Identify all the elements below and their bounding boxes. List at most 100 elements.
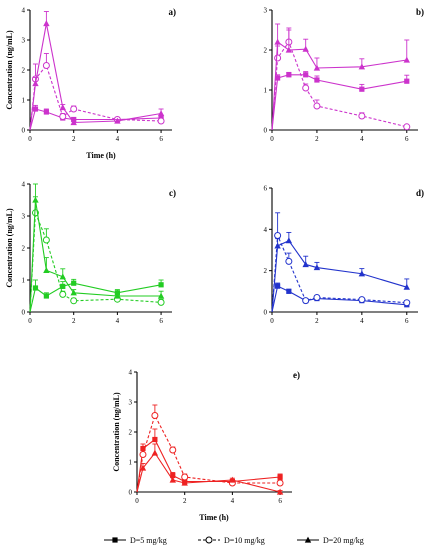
data-point [302, 297, 310, 305]
legend-label: D=10 mg/kg [224, 536, 265, 545]
y-axis-title: Concentration (ng/mL) [5, 30, 14, 110]
series-line [271, 40, 407, 131]
data-point [276, 479, 284, 487]
y-tick-label: 0 [264, 309, 268, 317]
data-point [59, 290, 67, 298]
y-tick-label: 1 [129, 459, 133, 467]
x-tick-label: 4 [231, 497, 235, 505]
legend-item: D=10 mg/kg [198, 536, 265, 545]
data-point [286, 72, 292, 78]
data-point [32, 196, 39, 203]
data-point [169, 446, 177, 454]
data-point [70, 297, 78, 305]
series-1 [29, 278, 164, 313]
data-point [403, 56, 410, 63]
data-point [158, 282, 164, 288]
y-tick-label: 4 [22, 181, 26, 189]
data-point [275, 75, 281, 81]
legend-item: D=5 mg/kg [104, 536, 167, 545]
data-point [151, 449, 159, 456]
series-1 [136, 428, 283, 493]
legend-label: D=5 mg/kg [130, 536, 167, 545]
legend-marker [112, 537, 118, 543]
x-tick-label: 2 [72, 135, 76, 143]
series-line [136, 438, 281, 493]
x-tick-label: 2 [183, 497, 187, 505]
x-tick-label: 2 [315, 317, 319, 325]
data-point [313, 64, 321, 71]
data-point [170, 472, 176, 479]
data-point [313, 264, 321, 271]
x-tick-label: 6 [159, 317, 163, 325]
series-3 [136, 443, 284, 495]
data-point [358, 112, 366, 120]
data-point [59, 104, 66, 111]
y-tick-label: 1 [22, 277, 26, 285]
y-tick-label: 3 [22, 213, 26, 221]
x-tick-label: 0 [28, 135, 32, 143]
x-tick-label: 0 [270, 317, 274, 325]
data-point [70, 119, 77, 126]
series-3 [29, 11, 165, 131]
x-tick-label: 6 [405, 135, 409, 143]
panel-label: a) [169, 7, 177, 17]
data-point [71, 280, 77, 286]
series-line [29, 64, 162, 131]
data-point [275, 283, 281, 289]
series-2 [271, 212, 411, 313]
data-point [139, 451, 147, 458]
data-point [314, 77, 320, 83]
x-tick-label: 0 [270, 135, 274, 143]
data-point [42, 236, 50, 244]
data-point [139, 464, 147, 471]
panel-label: d) [416, 188, 424, 198]
series-3 [271, 23, 410, 131]
data-point [313, 102, 321, 110]
series-line [29, 212, 162, 313]
x-tick-label: 6 [405, 317, 409, 325]
series-line [136, 452, 281, 493]
series-line [29, 282, 162, 313]
y-tick-label: 1 [22, 97, 26, 105]
series-2 [136, 404, 284, 493]
series-1 [271, 282, 410, 313]
panel-a: 0 1 2 3 4 0 2 4 6 Concentration (ng/mL) Time (h) a) [5, 7, 176, 161]
y-tick-label: 0 [264, 127, 268, 135]
series-3 [29, 183, 165, 313]
legend: D=5 mg/kg D=10 mg/kg D=20 mg/kg [104, 536, 364, 545]
series-line [29, 108, 162, 131]
x-axis-title: Time (h) [86, 151, 116, 160]
data-point [181, 479, 188, 486]
x-tick-label: 4 [116, 317, 120, 325]
data-point [313, 294, 321, 302]
y-tick-label: 6 [264, 185, 268, 193]
y-tick-label: 2 [264, 267, 268, 275]
series-line [271, 74, 407, 131]
data-point [276, 488, 284, 495]
x-tick-label: 4 [116, 135, 120, 143]
data-point [285, 257, 293, 265]
panel-c: 0 1 2 3 4 0 2 4 6 Concentration (ng/mL) c) [5, 181, 176, 326]
data-point [151, 412, 159, 419]
series-3 [271, 231, 410, 313]
panel-label: b) [416, 7, 424, 17]
legend-marker [304, 536, 312, 543]
y-tick-label: 4 [129, 369, 133, 377]
data-point [358, 270, 366, 277]
data-point [169, 476, 176, 483]
data-point [274, 38, 281, 45]
data-point [403, 299, 411, 307]
data-point [274, 242, 281, 249]
legend-item: D=20 mg/kg [297, 536, 364, 545]
data-point [114, 117, 121, 124]
data-point [404, 78, 410, 84]
data-point [43, 109, 49, 115]
y-tick-label: 3 [264, 7, 268, 15]
panel-d: 0 2 4 6 0 2 4 6 d) [264, 185, 425, 326]
data-point [274, 54, 282, 62]
panel-label: e) [293, 370, 300, 380]
data-point [157, 117, 165, 125]
x-tick-label: 6 [159, 135, 163, 143]
y-axis-title: Concentration (ng/mL) [5, 208, 14, 288]
